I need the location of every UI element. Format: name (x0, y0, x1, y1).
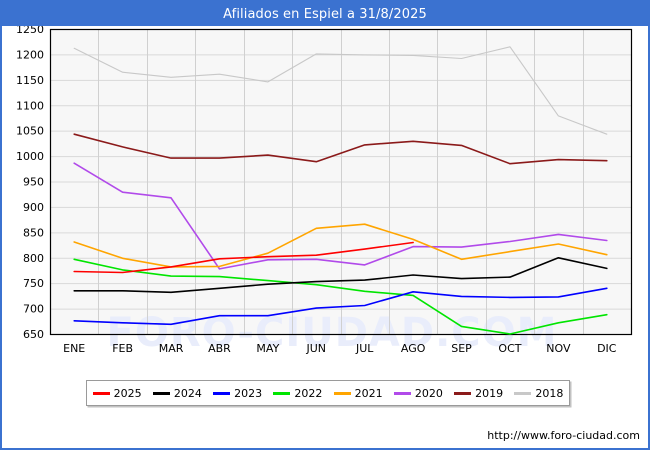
legend-label-2025: 2025 (113, 386, 142, 400)
legend-label-2023: 2023 (234, 386, 263, 400)
y-tick-label: 1150 (16, 74, 44, 87)
line-chart-svg: FORO-CIUDAD.COM 650 700 750 800 850 900 950 1000… (16, 26, 633, 356)
x-tick-label: DIC (597, 342, 617, 355)
series-line-2021 (73, 223, 608, 268)
y-tick-label: 1050 (16, 125, 44, 138)
y-tick-label: 700 (23, 303, 44, 316)
page-title: Afiliados en Espiel a 31/8/2025 (223, 6, 427, 22)
plot-frame (49, 28, 633, 336)
series-line-2022 (73, 258, 608, 335)
chart-legend: 2025 2024 2023 2022 2021 2020 2019 2018 (86, 380, 570, 406)
legend-swatch-2019 (454, 391, 472, 395)
series-line-2025 (73, 241, 414, 274)
y-tick-label: 850 (23, 226, 44, 239)
x-tick-label: MAY (256, 342, 279, 355)
legend-swatch-2020 (393, 391, 411, 395)
legend-item-2020[interactable]: 2020 (393, 386, 443, 400)
y-tick-label: 950 (23, 176, 44, 189)
x-tick-label: FEB (112, 342, 133, 355)
x-tick-label: MAR (159, 342, 184, 355)
legend-label-2019: 2019 (475, 386, 504, 400)
legend-swatch-2021 (333, 391, 351, 395)
legend-item-2023[interactable]: 2023 (213, 388, 262, 399)
x-tick-label: OCT (498, 342, 521, 355)
vertical-gridlines (98, 29, 584, 334)
legend-item-2021[interactable]: 2021 (333, 386, 383, 400)
legend-item-2025[interactable]: 2025 (92, 386, 142, 400)
series-line-2020 (73, 162, 608, 270)
legend-swatch-2025 (92, 391, 110, 395)
series-line-2024 (73, 257, 608, 294)
legend-label-2024: 2024 (173, 386, 202, 400)
legend-item-2024[interactable]: 2024 (152, 386, 202, 400)
legend-swatch-2018 (514, 391, 532, 395)
y-tick-label: 1250 (16, 26, 44, 36)
x-tick-label: JUN (306, 342, 327, 355)
legend-label-2020: 2020 (414, 386, 443, 400)
legend-swatch-2022 (273, 391, 291, 395)
y-tick-label: 1000 (16, 150, 44, 163)
legend-swatch-2024 (152, 391, 170, 395)
x-axis-labels: ENE FEB MAR ABR MAY JUN JUL AGO SEP OCT NOV DIC (63, 342, 617, 355)
x-tick-label: AGO (401, 342, 426, 355)
y-tick-label: 750 (23, 277, 44, 290)
y-tick-label: 1200 (16, 48, 44, 61)
legend-item-2022[interactable]: 2022 (273, 388, 322, 399)
x-tick-label: ABR (208, 342, 231, 355)
legend-item-2018[interactable]: 2018 (514, 388, 563, 399)
y-tick-label: 650 (23, 328, 44, 341)
watermark-text: FORO-CIUDAD.COM (107, 310, 558, 356)
series-line-2018 (73, 46, 608, 135)
chart-plot-area: FORO-CIUDAD.COM 650 700 750 800 850 900 950 1000… (2, 26, 648, 374)
series-line-2023 (73, 287, 608, 326)
y-tick-label: 1100 (16, 99, 44, 112)
legend-label-2022: 2022 (294, 386, 323, 400)
legend-label-2021: 2021 (354, 386, 383, 400)
x-tick-label: JUL (355, 342, 374, 355)
legend-item-2019[interactable]: 2019 (454, 388, 503, 399)
y-tick-label: 800 (23, 252, 44, 265)
source-url: http://www.foro-ciudad.com (487, 429, 640, 442)
legend-swatch-2023 (213, 391, 231, 395)
window-title-bar: Afiliados en Espiel a 31/8/2025 (2, 2, 648, 26)
y-tick-label: 900 (23, 201, 44, 214)
x-tick-label: SEP (451, 342, 472, 355)
x-tick-label: ENE (63, 342, 85, 355)
legend-label-2018: 2018 (535, 386, 564, 400)
series-line-2019 (73, 133, 608, 165)
x-tick-label: NOV (546, 342, 571, 355)
y-axis-labels: 650 700 750 800 850 900 950 1000 1050 1100 1150 120… (16, 26, 44, 341)
